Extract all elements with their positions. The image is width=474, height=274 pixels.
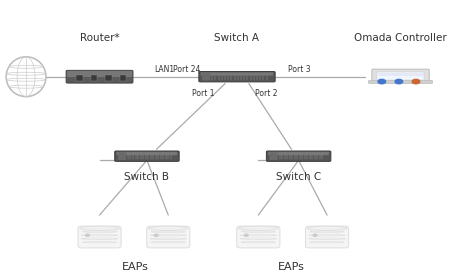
FancyBboxPatch shape [266,151,331,161]
Circle shape [395,79,402,84]
FancyBboxPatch shape [199,72,275,82]
Ellipse shape [148,226,188,230]
FancyBboxPatch shape [119,75,126,81]
FancyBboxPatch shape [268,152,329,155]
Ellipse shape [6,57,46,97]
Text: EAPs: EAPs [122,262,148,272]
FancyBboxPatch shape [147,226,190,248]
Circle shape [155,234,158,236]
Text: Switch C: Switch C [276,172,321,182]
Text: Switch B: Switch B [125,172,169,182]
Ellipse shape [239,226,278,230]
FancyBboxPatch shape [76,75,82,81]
FancyBboxPatch shape [368,81,432,84]
Text: Port 1: Port 1 [192,89,214,98]
FancyBboxPatch shape [237,226,280,248]
Circle shape [85,234,89,236]
FancyBboxPatch shape [372,69,429,83]
Text: LAN1: LAN1 [154,65,174,74]
Text: Router*: Router* [80,33,119,43]
Circle shape [378,79,385,84]
FancyBboxPatch shape [270,152,278,160]
Text: Omada Controller: Omada Controller [354,33,447,43]
FancyBboxPatch shape [115,151,179,161]
Text: Switch A: Switch A [215,33,259,43]
Text: EAPs: EAPs [278,262,305,272]
FancyBboxPatch shape [91,75,97,81]
Ellipse shape [307,226,346,230]
Circle shape [412,79,419,84]
FancyBboxPatch shape [376,72,424,81]
FancyBboxPatch shape [66,70,133,83]
FancyBboxPatch shape [78,226,121,248]
Circle shape [313,234,317,236]
Text: Port 24: Port 24 [173,65,200,74]
Circle shape [245,234,248,236]
Text: Port 3: Port 3 [288,65,311,74]
FancyBboxPatch shape [117,152,177,155]
FancyBboxPatch shape [67,71,132,77]
FancyBboxPatch shape [305,226,348,248]
FancyBboxPatch shape [118,152,126,160]
Text: Port 2: Port 2 [255,89,277,98]
FancyBboxPatch shape [105,75,112,81]
Ellipse shape [80,226,119,230]
FancyBboxPatch shape [202,73,210,81]
FancyBboxPatch shape [201,72,273,76]
